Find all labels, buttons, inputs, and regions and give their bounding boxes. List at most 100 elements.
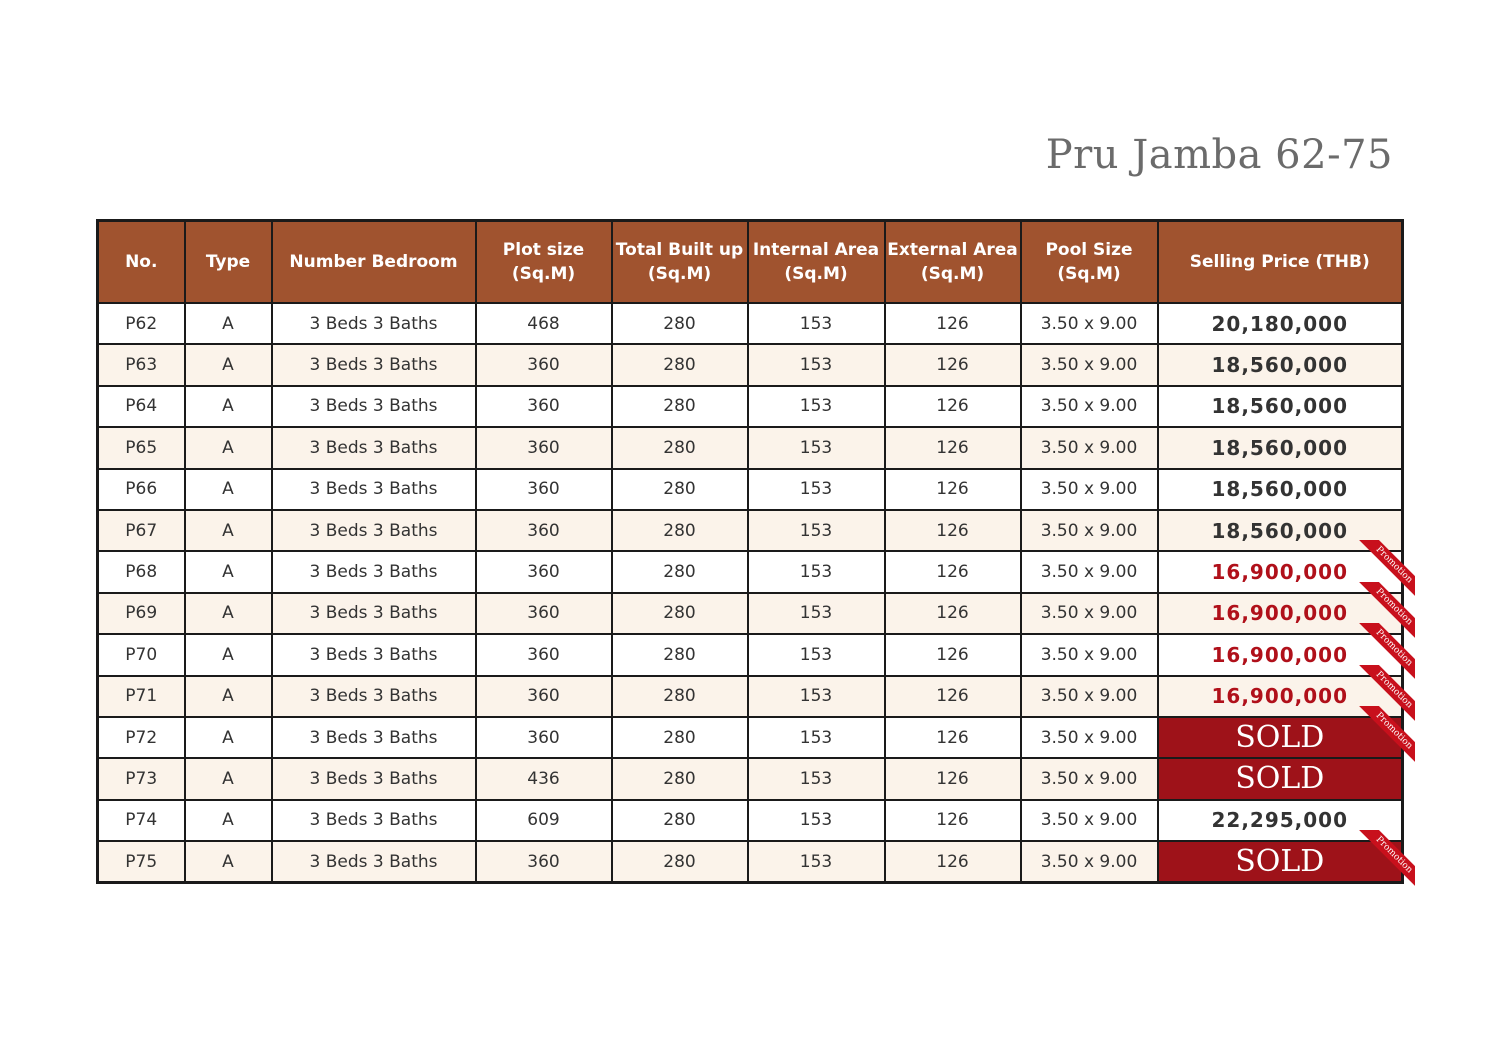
cell-bedroom: 3 Beds 3 Baths: [270, 674, 477, 718]
cell-type: A: [183, 384, 273, 429]
cell-type: A: [183, 674, 273, 718]
cell-no: P70: [96, 633, 186, 677]
price-value: 16,900,000: [1211, 601, 1349, 626]
price-value: 16,900,000: [1211, 642, 1349, 667]
cell-bedroom: 3 Beds 3 Baths: [270, 715, 477, 760]
cell-internal: 153: [746, 426, 886, 470]
cell-no: P69: [96, 591, 186, 636]
page-title: Pru Jamba 62-75: [1045, 132, 1393, 178]
price-value: 18,560,000: [1211, 353, 1349, 378]
cell-bedroom: 3 Beds 3 Baths: [270, 426, 477, 470]
cell-no: P65: [96, 426, 186, 470]
cell-internal: 153: [746, 384, 886, 429]
cell-external: 126: [883, 301, 1022, 346]
cell-type: A: [183, 550, 273, 594]
cell-plot: 360: [474, 674, 613, 718]
cell-built: 280: [610, 467, 749, 511]
sold-label: SOLD: [1235, 720, 1325, 756]
cell-plot: 360: [474, 426, 613, 470]
cell-price: 16,900,000 Promotion: [1156, 664, 1415, 725]
table-row: P72 A 3 Beds 3 Baths 360 280 153 126 3.50 x 9.0…: [96, 705, 1415, 766]
cell-price: 18,560,000: [1156, 343, 1404, 387]
cell-price: 16,900,000 Promotion: [1156, 623, 1415, 684]
cell-bedroom: 3 Beds 3 Baths: [270, 384, 477, 429]
column-header: Selling Price (THB): [1156, 219, 1404, 304]
cell-pool: 3.50 x 9.00: [1019, 467, 1159, 511]
price-value: 20,180,000: [1211, 311, 1349, 336]
cell-built: 280: [610, 757, 749, 801]
column-header: Internal Area (Sq.M): [746, 219, 886, 304]
price-value: 18,560,000: [1211, 477, 1349, 502]
cell-internal: 153: [746, 467, 886, 511]
cell-type: A: [183, 757, 273, 801]
sold-label: SOLD: [1235, 761, 1325, 797]
table-row: P67 A 3 Beds 3 Baths 360 280 153 126 3.50 x 9.0…: [96, 508, 1404, 553]
cell-internal: 153: [746, 840, 886, 884]
cell-external: 126: [883, 757, 1022, 801]
price-value: 16,900,000: [1211, 684, 1349, 709]
cell-external: 126: [883, 591, 1022, 636]
cell-pool: 3.50 x 9.00: [1019, 426, 1159, 470]
column-header: Number Bedroom: [270, 219, 477, 304]
cell-price: 22,295,000: [1156, 798, 1404, 843]
cell-built: 280: [610, 550, 749, 594]
cell-type: A: [183, 426, 273, 470]
cell-pool: 3.50 x 9.00: [1019, 715, 1159, 760]
cell-bedroom: 3 Beds 3 Baths: [270, 633, 477, 677]
cell-plot: 360: [474, 343, 613, 387]
column-header: External Area (Sq.M): [883, 219, 1022, 304]
cell-no: P66: [96, 467, 186, 511]
cell-price: 18,560,000: [1156, 508, 1404, 553]
table-row: P73 A 3 Beds 3 Baths 436 280 153 126 3.50 x 9.0…: [96, 757, 1404, 801]
table-row: P66 A 3 Beds 3 Baths 360 280 153 126 3.50 x 9.0…: [96, 467, 1404, 511]
cell-no: P68: [96, 550, 186, 594]
cell-plot: 360: [474, 384, 613, 429]
cell-type: A: [183, 715, 273, 760]
cell-external: 126: [883, 384, 1022, 429]
cell-bedroom: 3 Beds 3 Baths: [270, 798, 477, 843]
cell-no: P73: [96, 757, 186, 801]
table-row: P65 A 3 Beds 3 Baths 360 280 153 126 3.50 x 9.0…: [96, 426, 1404, 470]
cell-price: SOLD: [1156, 757, 1404, 801]
cell-external: 126: [883, 840, 1022, 884]
cell-pool: 3.50 x 9.00: [1019, 840, 1159, 884]
cell-plot: 360: [474, 467, 613, 511]
table-row: P63 A 3 Beds 3 Baths 360 280 153 126 3.50 x 9.0…: [96, 343, 1404, 387]
table-row: P71 A 3 Beds 3 Baths 360 280 153 126 3.50 x 9.0…: [96, 664, 1415, 725]
cell-bedroom: 3 Beds 3 Baths: [270, 467, 477, 511]
cell-no: P71: [96, 674, 186, 718]
cell-built: 280: [610, 508, 749, 553]
cell-bedroom: 3 Beds 3 Baths: [270, 550, 477, 594]
cell-no: P75: [96, 840, 186, 884]
cell-built: 280: [610, 426, 749, 470]
cell-pool: 3.50 x 9.00: [1019, 550, 1159, 594]
cell-pool: 3.50 x 9.00: [1019, 301, 1159, 346]
cell-type: A: [183, 591, 273, 636]
cell-pool: 3.50 x 9.00: [1019, 591, 1159, 636]
table-header: No. Type Number Bedroom Plot size (Sq.M) Tot…: [96, 219, 1404, 304]
price-value: 18,560,000: [1211, 435, 1349, 460]
table-row: P74 A 3 Beds 3 Baths 609 280 153 126 3.50 x 9.0…: [96, 798, 1404, 843]
cell-pool: 3.50 x 9.00: [1019, 798, 1159, 843]
cell-pool: 3.50 x 9.00: [1019, 633, 1159, 677]
cell-external: 126: [883, 633, 1022, 677]
cell-price: SOLD Promotion: [1156, 830, 1415, 891]
cell-built: 280: [610, 343, 749, 387]
cell-plot: 360: [474, 508, 613, 553]
column-header: Type: [183, 219, 273, 304]
cell-built: 280: [610, 840, 749, 884]
column-header: Total Built up (Sq.M): [610, 219, 749, 304]
cell-plot: 360: [474, 840, 613, 884]
cell-type: A: [183, 301, 273, 346]
cell-bedroom: 3 Beds 3 Baths: [270, 508, 477, 553]
cell-built: 280: [610, 384, 749, 429]
price-value: 16,900,000: [1211, 560, 1349, 585]
cell-internal: 153: [746, 757, 886, 801]
cell-plot: 360: [474, 550, 613, 594]
cell-built: 280: [610, 591, 749, 636]
cell-price: 18,560,000: [1156, 384, 1404, 429]
cell-external: 126: [883, 715, 1022, 760]
cell-internal: 153: [746, 508, 886, 553]
cell-internal: 153: [746, 798, 886, 843]
cell-built: 280: [610, 633, 749, 677]
